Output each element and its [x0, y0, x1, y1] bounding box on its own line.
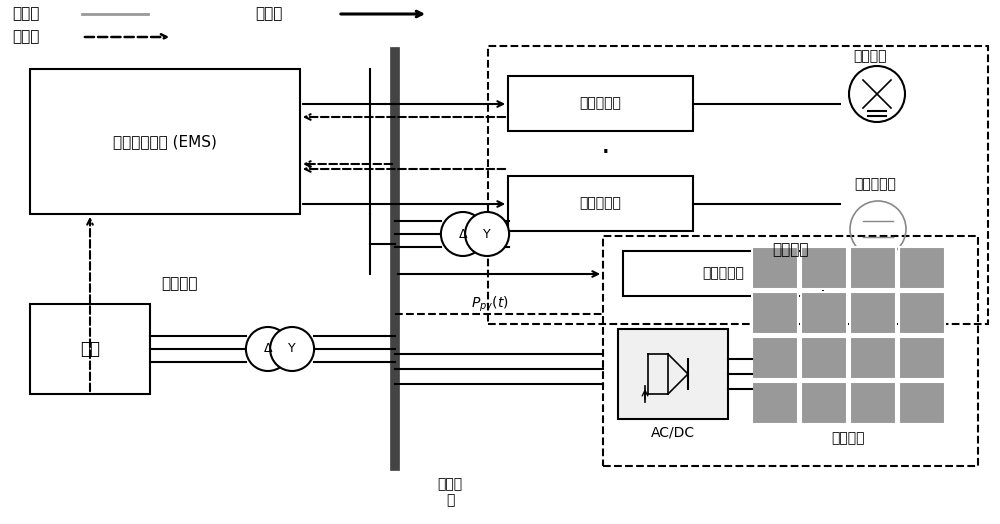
Circle shape: [441, 212, 485, 256]
Bar: [752, 292, 798, 334]
Text: 负荷控制器: 负荷控制器: [580, 196, 621, 211]
Bar: [623, 251, 823, 296]
Text: Y: Y: [483, 227, 491, 241]
Text: $P_{pv}(t)$: $P_{pv}(t)$: [471, 294, 509, 314]
Bar: [899, 247, 945, 289]
Bar: [488, 46, 988, 324]
Text: AC/DC: AC/DC: [651, 426, 695, 440]
Bar: [603, 236, 978, 466]
Text: 负荷控制器: 负荷控制器: [580, 96, 621, 111]
Text: 控制流: 控制流: [255, 6, 282, 21]
Text: 能量流: 能量流: [12, 6, 39, 21]
Bar: [752, 247, 798, 289]
Bar: [508, 176, 693, 231]
Bar: [508, 76, 693, 131]
Text: Δ: Δ: [264, 343, 272, 355]
Bar: [801, 292, 847, 334]
Bar: [850, 382, 896, 424]
Bar: [801, 337, 847, 379]
Bar: [752, 337, 798, 379]
Text: 光伏阵列: 光伏阵列: [832, 431, 865, 445]
Text: 电网: 电网: [80, 340, 100, 358]
Bar: [30, 304, 150, 394]
Text: 交流母
线: 交流母 线: [437, 477, 463, 507]
Circle shape: [246, 327, 290, 371]
Text: Y: Y: [288, 343, 296, 355]
Bar: [850, 337, 896, 379]
Bar: [899, 382, 945, 424]
Text: 光伏控制器: 光伏控制器: [702, 267, 744, 280]
Bar: [752, 382, 798, 424]
Text: 可平移负荷: 可平移负荷: [854, 177, 896, 191]
Bar: [899, 292, 945, 334]
Circle shape: [270, 327, 314, 371]
Bar: [618, 329, 728, 419]
Text: 光伏系统: 光伏系统: [772, 243, 809, 257]
Text: ·: ·: [601, 139, 610, 168]
Circle shape: [465, 212, 509, 256]
Bar: [850, 292, 896, 334]
Bar: [801, 382, 847, 424]
Bar: [30, 69, 300, 214]
Text: 分时电价: 分时电价: [162, 277, 198, 291]
Bar: [801, 247, 847, 289]
Text: 基础负荷: 基础负荷: [853, 49, 887, 63]
Text: 信息流: 信息流: [12, 29, 39, 45]
Text: Δ: Δ: [459, 227, 467, 241]
Text: 能量管理系统 (EMS): 能量管理系统 (EMS): [113, 134, 217, 149]
Bar: [850, 247, 896, 289]
Bar: [899, 337, 945, 379]
